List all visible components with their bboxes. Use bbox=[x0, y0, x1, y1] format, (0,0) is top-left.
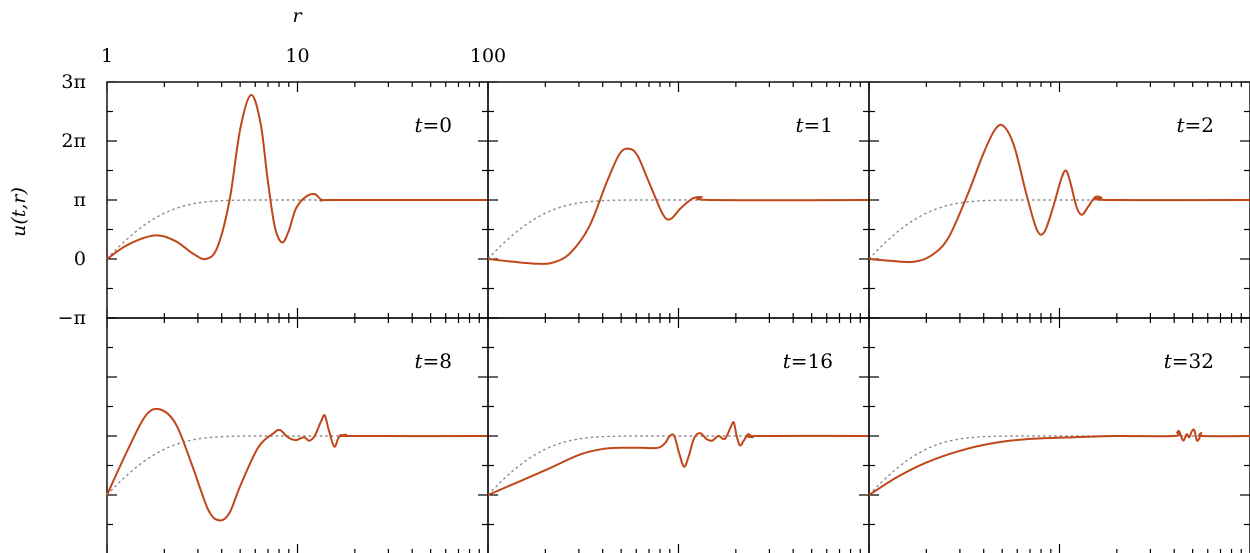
reference-curve bbox=[868, 435, 1250, 496]
panel-1: t=1 bbox=[487, 81, 870, 319]
x-tick-label: 100 bbox=[470, 45, 506, 67]
y-tick-label: π bbox=[74, 189, 87, 211]
series-line-t16 bbox=[487, 421, 870, 496]
x-ticks bbox=[487, 318, 861, 553]
reference-curve bbox=[106, 199, 488, 260]
y-tick-labels: −π 0 π 2π 3π bbox=[58, 71, 86, 329]
panel-2: t=2 bbox=[868, 81, 1250, 319]
series-line-t0 bbox=[106, 94, 488, 261]
panel-title: t=8 bbox=[414, 349, 452, 373]
y-tick-label: −π bbox=[58, 307, 86, 329]
series-line-t2 bbox=[868, 123, 1250, 264]
x-ticks bbox=[106, 318, 480, 553]
panel-title: t=32 bbox=[1164, 349, 1214, 373]
x-ticks bbox=[868, 82, 1242, 318]
reference-curve bbox=[106, 435, 488, 496]
y-ticks bbox=[869, 317, 1250, 526]
panel-title: t=2 bbox=[1176, 113, 1214, 137]
panel-title: t=0 bbox=[414, 113, 452, 137]
panel-title: t=1 bbox=[795, 113, 833, 137]
x-tick-labels: 1 10 100 bbox=[101, 45, 506, 67]
panel-8: t=8 bbox=[106, 317, 489, 553]
x-axis-label: r bbox=[292, 5, 303, 27]
x-ticks bbox=[868, 318, 1242, 553]
panel-title: t=16 bbox=[783, 349, 833, 373]
reference-curve bbox=[868, 199, 1250, 260]
x-tick-label: 1 bbox=[101, 45, 113, 67]
panel-0: t=0 bbox=[106, 81, 489, 319]
reference-curve bbox=[487, 435, 869, 496]
series-line-t32 bbox=[868, 428, 1250, 496]
panel-16: t=16 bbox=[487, 317, 870, 553]
panel-32: t=32 bbox=[868, 317, 1250, 553]
series-line-t8 bbox=[106, 407, 489, 522]
reference-curve bbox=[487, 199, 869, 260]
y-tick-label: 2π bbox=[61, 130, 86, 152]
y-tick-label: 0 bbox=[74, 248, 86, 270]
x-ticks bbox=[487, 82, 861, 318]
y-tick-label: 3π bbox=[61, 71, 86, 93]
panels: t=0 t=1 t=2 t=8 t=16 t=32 bbox=[106, 81, 1250, 553]
series-line-t1 bbox=[487, 147, 870, 265]
x-tick-label: 10 bbox=[285, 45, 309, 67]
x-ticks bbox=[106, 82, 480, 318]
y-axis-label: u(t,r) bbox=[8, 187, 30, 237]
